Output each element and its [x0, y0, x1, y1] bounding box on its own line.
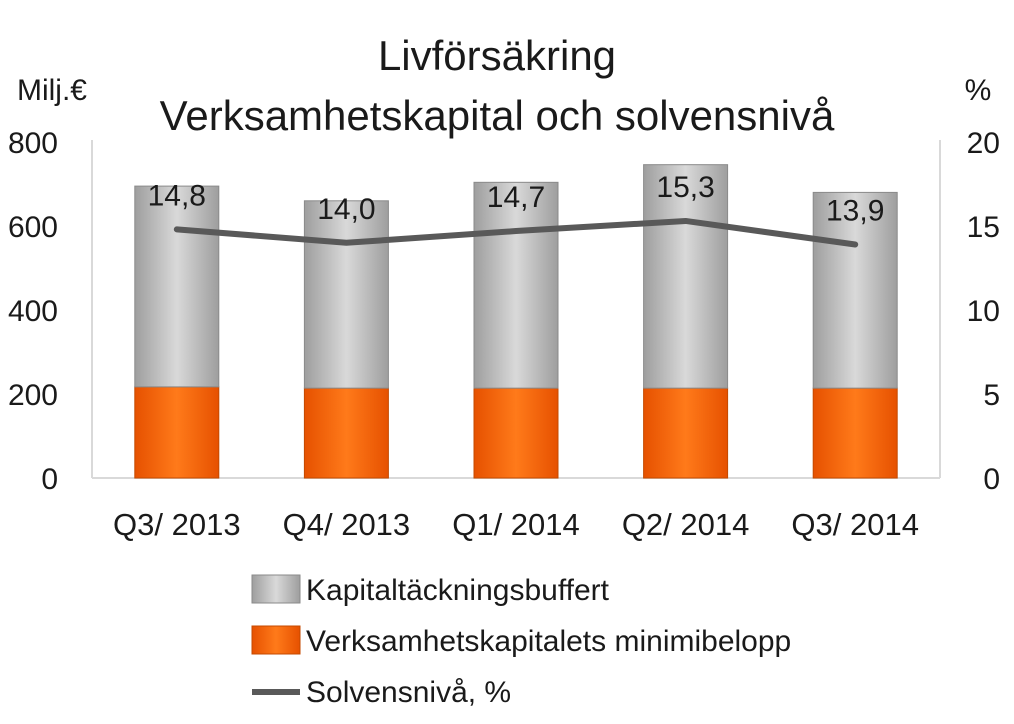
data-label: 14,0 — [317, 193, 375, 226]
data-label: 14,7 — [487, 181, 545, 214]
y-tick-label: 600 — [8, 211, 58, 244]
bar-buffer — [812, 191, 898, 389]
bar-buffer — [473, 181, 559, 389]
legend-label-solvency: Solvensnivå, % — [306, 676, 511, 709]
data-label: 15,3 — [656, 171, 714, 204]
bar-minimum — [473, 387, 559, 479]
x-tick-label: Q1/ 2014 — [452, 507, 580, 542]
x-tick-label: Q2/ 2014 — [622, 507, 750, 542]
bar-minimum — [303, 387, 389, 479]
bar-minimum — [643, 387, 729, 479]
bar-buffer — [643, 164, 729, 389]
bar-minimum — [812, 387, 898, 479]
bar-minimum — [134, 386, 220, 479]
y2-tick-label: 15 — [967, 211, 1000, 244]
legend-label-minimum: Verksamhetskapitalets minimibelopp — [306, 625, 791, 658]
y2-tick-label: 5 — [983, 379, 1000, 412]
solvency-line — [173, 217, 859, 248]
bar-buffer — [134, 185, 220, 388]
chart-subtitle: Verksamhetskapital och solvensnivå — [160, 92, 835, 139]
y-tick-label: 200 — [8, 379, 58, 412]
data-label: 14,8 — [148, 179, 206, 212]
legend-swatch-minimum — [251, 625, 301, 655]
bar-buffer — [303, 200, 389, 389]
chart-title: Livförsäkring — [378, 32, 616, 79]
y-tick-label: 0 — [41, 463, 58, 496]
legend-label-buffer: Kapitaltäckningsbuffert — [306, 574, 610, 607]
y2-tick-label: 20 — [967, 127, 1000, 160]
legend: Kapitaltäckningsbuffert Verksamhetskapit… — [251, 574, 791, 709]
y2-tick-label: 10 — [967, 295, 1000, 328]
y-tick-label: 400 — [8, 295, 58, 328]
legend-swatch-buffer — [251, 574, 301, 604]
y2-tick-label: 0 — [983, 463, 1000, 496]
x-tick-label: Q3/ 2013 — [113, 507, 241, 542]
chart-marks: 0 200 400 600 800 0 5 10 15 20 Q3/ 2013 Q4/ 2013 Q1/… — [8, 127, 1000, 542]
y-axis-label: Milj.€ — [17, 74, 87, 107]
data-label: 13,9 — [826, 194, 884, 227]
x-tick-label: Q3/ 2014 — [791, 507, 919, 542]
y-tick-label: 800 — [8, 127, 58, 160]
y2-axis-label: % — [965, 74, 992, 107]
x-tick-label: Q4/ 2013 — [283, 507, 411, 542]
